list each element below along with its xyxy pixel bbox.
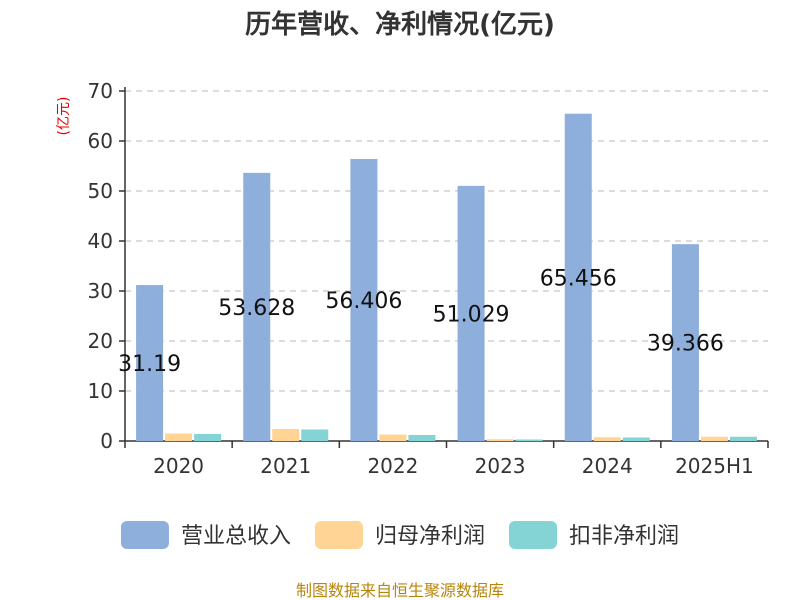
legend-label-deducted-net-profit: 扣非净利润: [569, 524, 679, 549]
legend-swatch-revenue: [120, 521, 169, 549]
bars: [136, 113, 757, 442]
x-tick-label: 2021: [260, 454, 311, 478]
data-label-revenue: 39.366: [647, 332, 724, 357]
y-tick-label: 0: [100, 429, 113, 453]
bar-net-profit: [165, 433, 193, 441]
bar-revenue: [564, 113, 592, 441]
data-label-revenue: 51.029: [433, 302, 510, 327]
bar-revenue: [243, 172, 271, 442]
y-tick-label: 50: [88, 179, 113, 203]
y-tick-label: 70: [88, 79, 113, 103]
y-tick-label: 10: [88, 379, 113, 403]
axes: 0 10 20 30 40 50 60 70 2020 2021 2022 2023 2024 2025H…: [88, 79, 769, 478]
data-labels: 31.19 53.628 56.406 51.029 65.456 39.366: [118, 266, 724, 377]
bar-revenue: [457, 185, 485, 441]
legend-swatch-deducted-net-profit: [509, 521, 558, 549]
x-tick-label: 2024: [582, 454, 633, 478]
x-tick-label: 2023: [475, 454, 526, 478]
bar-revenue: [671, 244, 699, 441]
bar-net-profit: [379, 434, 407, 441]
legend: 营业总收入 归母净利润 扣非净利润: [120, 521, 679, 549]
y-tick-label: 60: [88, 129, 113, 153]
bar-net-profit: [486, 439, 514, 441]
y-tick-label: 30: [88, 279, 113, 303]
x-tick-label: 2020: [153, 454, 204, 478]
bar-deducted-net-profit: [301, 429, 329, 441]
y-axis-label: (亿元): [56, 97, 72, 136]
bar-deducted-net-profit: [622, 437, 650, 441]
bar-net-profit: [272, 429, 300, 441]
grid-lines: [125, 90, 768, 392]
bar-deducted-net-profit: [408, 435, 436, 441]
bar-deducted-net-profit: [194, 434, 222, 441]
bar-net-profit: [700, 436, 728, 441]
data-label-revenue: 53.628: [218, 296, 295, 321]
data-label-revenue: 65.456: [540, 266, 617, 291]
legend-label-revenue: 营业总收入: [181, 524, 291, 549]
bar-deducted-net-profit: [515, 439, 543, 441]
chart-title: 历年营收、净利情况(亿元): [245, 9, 555, 40]
legend-swatch-net-profit: [314, 521, 363, 549]
x-tick-label: 2022: [367, 454, 418, 478]
y-tick-label: 20: [88, 329, 113, 353]
data-label-revenue: 31.19: [118, 352, 181, 377]
data-label-revenue: 56.406: [325, 289, 402, 314]
bar-deducted-net-profit: [729, 436, 757, 441]
bar-net-profit: [593, 437, 621, 441]
y-tick-label: 40: [88, 229, 113, 253]
source-note: 制图数据来自恒生聚源数据库: [296, 581, 504, 600]
bar-revenue: [350, 158, 378, 441]
bar-revenue: [136, 285, 164, 441]
x-tick-label: 2025H1: [675, 454, 754, 478]
legend-label-net-profit: 归母净利润: [375, 524, 485, 549]
